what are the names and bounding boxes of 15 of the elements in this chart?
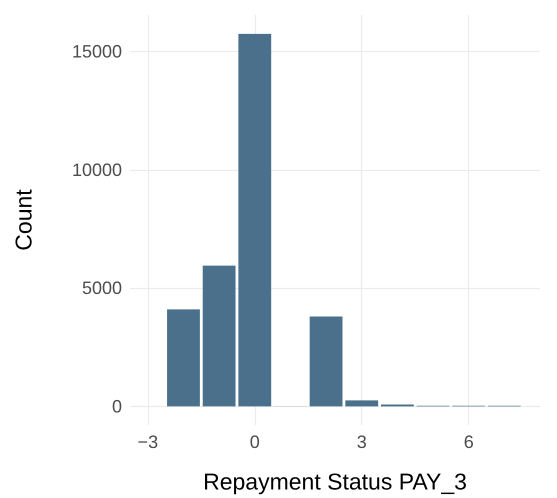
- y-tick-label: 5000: [82, 278, 122, 298]
- x-tick-label: 6: [464, 432, 474, 452]
- y-tick-label: 0: [112, 396, 122, 416]
- x-tick-label: 3: [356, 432, 367, 452]
- bar: [202, 266, 236, 406]
- x-axis-title: Repayment Status PAY_3: [203, 468, 467, 494]
- y-axis-title: Count: [10, 188, 36, 251]
- x-tick-label: 0: [250, 432, 260, 452]
- bar: [238, 34, 272, 406]
- x-tick-label: −3: [138, 432, 158, 452]
- bar: [310, 316, 342, 406]
- bar: [167, 309, 200, 406]
- y-tick-label: 10000: [72, 160, 122, 180]
- y-tick-label: 15000: [72, 42, 122, 62]
- bar: [345, 400, 378, 406]
